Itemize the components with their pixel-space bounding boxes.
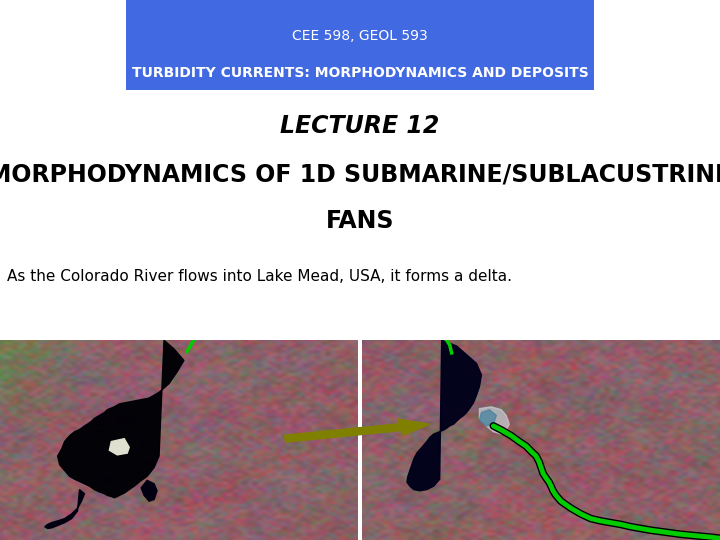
Polygon shape: [480, 407, 509, 434]
Text: LECTURE 12: LECTURE 12: [280, 114, 440, 138]
FancyArrow shape: [284, 419, 430, 442]
Bar: [126, 0, 594, 90]
Text: FANS: FANS: [325, 209, 395, 233]
Text: TURBIDITY CURRENTS: MORPHODYNAMICS AND DEPOSITS: TURBIDITY CURRENTS: MORPHODYNAMICS AND D…: [132, 65, 588, 79]
Text: CEE 598, GEOL 593: CEE 598, GEOL 593: [292, 29, 428, 43]
Polygon shape: [58, 340, 184, 498]
Polygon shape: [141, 481, 157, 501]
Polygon shape: [407, 340, 482, 491]
Polygon shape: [480, 410, 496, 426]
Text: As the Colorado River flows into Lake Mead, USA, it forms a delta.: As the Colorado River flows into Lake Me…: [7, 269, 512, 284]
Polygon shape: [45, 490, 84, 529]
Polygon shape: [109, 438, 129, 455]
Text: MORPHODYNAMICS OF 1D SUBMARINE/SUBLACUSTRINE: MORPHODYNAMICS OF 1D SUBMARINE/SUBLACUST…: [0, 163, 720, 186]
